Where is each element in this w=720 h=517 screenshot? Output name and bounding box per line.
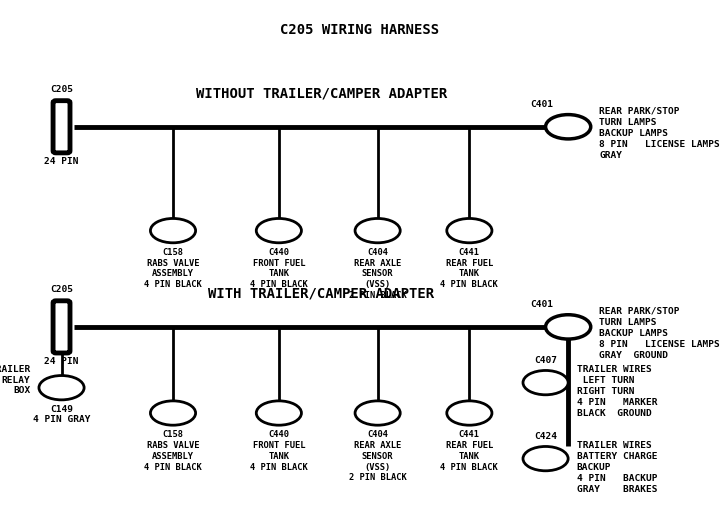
Text: TRAILER
RELAY
BOX: TRAILER RELAY BOX [0, 365, 30, 395]
Text: C401: C401 [531, 300, 554, 309]
Text: C205: C205 [50, 285, 73, 294]
Text: C205 WIRING HARNESS: C205 WIRING HARNESS [280, 23, 440, 37]
Text: 24 PIN: 24 PIN [45, 357, 78, 366]
Ellipse shape [447, 219, 492, 243]
Text: C158
RABS VALVE
ASSEMBLY
4 PIN BLACK: C158 RABS VALVE ASSEMBLY 4 PIN BLACK [144, 430, 202, 472]
Text: C440
FRONT FUEL
TANK
4 PIN BLACK: C440 FRONT FUEL TANK 4 PIN BLACK [250, 430, 307, 472]
Text: TURN LAMPS: TURN LAMPS [599, 118, 657, 127]
Text: C158
RABS VALVE
ASSEMBLY
4 PIN BLACK: C158 RABS VALVE ASSEMBLY 4 PIN BLACK [144, 248, 202, 289]
Text: C441
REAR FUEL
TANK
4 PIN BLACK: C441 REAR FUEL TANK 4 PIN BLACK [441, 248, 498, 289]
Text: C404
REAR AXLE
SENSOR
(VSS)
2 PIN BLACK: C404 REAR AXLE SENSOR (VSS) 2 PIN BLACK [348, 430, 407, 482]
Text: C404
REAR AXLE
SENSOR
(VSS)
2 PIN BLACK: C404 REAR AXLE SENSOR (VSS) 2 PIN BLACK [348, 248, 407, 300]
Ellipse shape [546, 115, 590, 139]
Text: REAR PARK/STOP: REAR PARK/STOP [599, 107, 680, 115]
Text: GRAY    BRAKES: GRAY BRAKES [577, 485, 657, 494]
Text: TRAILER WIRES: TRAILER WIRES [577, 441, 652, 450]
Text: C424: C424 [534, 432, 557, 442]
Text: C441
REAR FUEL
TANK
4 PIN BLACK: C441 REAR FUEL TANK 4 PIN BLACK [441, 430, 498, 472]
Text: C407: C407 [534, 356, 557, 366]
Text: GRAY  GROUND: GRAY GROUND [599, 351, 668, 360]
Text: 24 PIN: 24 PIN [45, 157, 78, 166]
Text: BACKUP: BACKUP [577, 463, 611, 472]
Ellipse shape [355, 219, 400, 243]
Text: TURN LAMPS: TURN LAMPS [599, 318, 657, 327]
Ellipse shape [150, 219, 196, 243]
Text: REAR PARK/STOP: REAR PARK/STOP [599, 307, 680, 316]
Text: WITHOUT TRAILER/CAMPER ADAPTER: WITHOUT TRAILER/CAMPER ADAPTER [196, 86, 447, 100]
Ellipse shape [256, 219, 302, 243]
Text: C149
4 PIN GRAY: C149 4 PIN GRAY [33, 405, 90, 424]
FancyBboxPatch shape [53, 301, 70, 353]
Text: GRAY: GRAY [599, 151, 622, 160]
Ellipse shape [256, 401, 302, 425]
Text: RIGHT TURN: RIGHT TURN [577, 387, 634, 396]
Text: TRAILER WIRES: TRAILER WIRES [577, 365, 652, 374]
Text: C401: C401 [531, 100, 554, 109]
Ellipse shape [523, 371, 568, 395]
Text: LEFT TURN: LEFT TURN [577, 376, 634, 385]
Text: WITH TRAILER/CAMPER ADAPTER: WITH TRAILER/CAMPER ADAPTER [208, 286, 434, 300]
Ellipse shape [355, 401, 400, 425]
Text: 4 PIN   MARKER: 4 PIN MARKER [577, 398, 657, 407]
Ellipse shape [546, 315, 590, 339]
Ellipse shape [150, 401, 196, 425]
Ellipse shape [447, 401, 492, 425]
Text: BACKUP LAMPS: BACKUP LAMPS [599, 329, 668, 338]
Text: BLACK  GROUND: BLACK GROUND [577, 409, 652, 418]
Text: 8 PIN   LICENSE LAMPS: 8 PIN LICENSE LAMPS [599, 340, 720, 349]
FancyBboxPatch shape [53, 101, 70, 153]
Text: C440
FRONT FUEL
TANK
4 PIN BLACK: C440 FRONT FUEL TANK 4 PIN BLACK [250, 248, 307, 289]
Text: C205: C205 [50, 85, 73, 94]
Text: BATTERY CHARGE: BATTERY CHARGE [577, 452, 657, 461]
Text: 8 PIN   LICENSE LAMPS: 8 PIN LICENSE LAMPS [599, 140, 720, 149]
Ellipse shape [39, 375, 84, 400]
Text: BACKUP LAMPS: BACKUP LAMPS [599, 129, 668, 138]
Text: 4 PIN   BACKUP: 4 PIN BACKUP [577, 474, 657, 483]
Ellipse shape [523, 447, 568, 471]
